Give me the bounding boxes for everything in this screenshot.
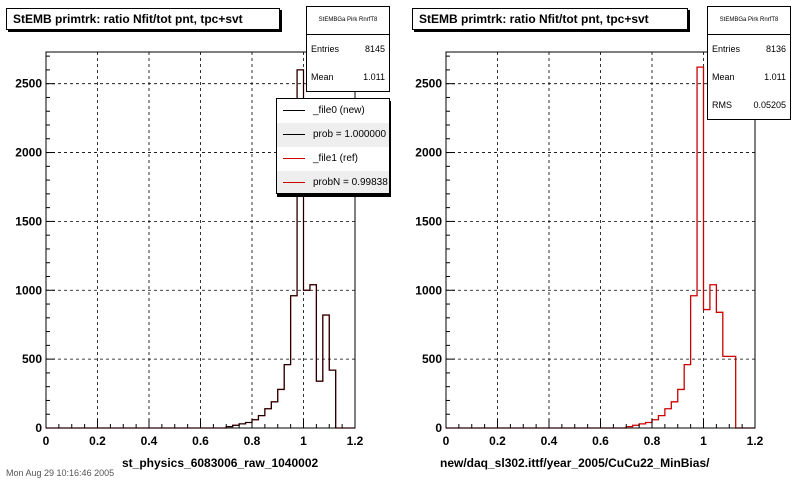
right-stats-rms-row: RMS 0.05205 — [708, 91, 790, 119]
right-xtick-label-6: 1.2 — [747, 434, 764, 448]
left-stats-mean-row: Mean 1.011 — [307, 63, 389, 91]
right-stats-rms-value: 0.05205 — [753, 100, 786, 110]
left-ytick-label-0: 0 — [35, 421, 42, 435]
right-stats-mean-value: 1.011 — [764, 72, 786, 82]
left-xtick-label-5: 1 — [300, 434, 307, 448]
right-ytick-label-2: 1000 — [415, 283, 442, 297]
left-xtick-label-1: 0.2 — [89, 434, 106, 448]
right-stats-entries-value: 8136 — [765, 44, 786, 54]
left-stats-entries-label: Entries — [311, 44, 340, 54]
legend-line-file0 — [283, 110, 305, 111]
legend-entry-probn: probN = 0.99838 — [277, 171, 389, 193]
left-xtick-label-6: 1.2 — [347, 434, 364, 448]
left-histogram-panel: 0 0.2 0.4 0.6 0.8 1 1.2 0 500 1000 1500 2000 2500 St… — [6, 6, 390, 470]
left-stats-mean-label: Mean — [311, 72, 334, 82]
right-ytick-label-3: 1500 — [415, 214, 442, 228]
left-xtick-label-2: 0.4 — [141, 434, 158, 448]
right-xtick-label-3: 0.6 — [592, 434, 609, 448]
left-ytick-label-5: 2500 — [15, 77, 42, 91]
right-xtick-label-4: 0.8 — [644, 434, 661, 448]
legend-label-file0: _file0 (new) — [313, 105, 365, 116]
left-x-axis-title: st_physics_6083006_raw_1040002 — [122, 456, 319, 470]
right-histogram-plot: 0 0.2 0.4 0.6 0.8 1 1.2 0 500 1000 1500 2000 2500 — [415, 51, 764, 448]
left-xtick-label-4: 0.8 — [244, 434, 261, 448]
left-stats-box: StEMBGa Pirk RnrfT8 Entries 8145 Mean 1.… — [306, 6, 390, 92]
legend-label-file1: _file1 (ref) — [313, 153, 359, 164]
right-ytick-label-1: 500 — [422, 352, 442, 366]
right-ytick-label-0: 0 — [435, 421, 442, 435]
left-ytick-label-4: 2000 — [15, 146, 42, 160]
right-xtick-label-1: 0.2 — [489, 434, 506, 448]
left-xtick-label-0: 0 — [43, 434, 50, 448]
right-xtick-label-2: 0.4 — [541, 434, 558, 448]
right-x-axis-title: new/daq_sl302.ittf/year_2005/CuCu22_MinB… — [440, 456, 710, 470]
right-stats-entries-label: Entries — [712, 44, 741, 54]
left-stats-entries-row: Entries 8145 — [307, 35, 389, 63]
right-stats-header: StEMBGa Pirk RnrfT8 — [708, 7, 790, 35]
left-legend: _file0 (new) prob = 1.000000 _file1 (ref… — [276, 98, 390, 194]
left-ytick-label-3: 1500 — [15, 214, 42, 228]
right-chart-title: StEMB primtrk: ratio Nfit/tot pnt, tpc+s… — [412, 8, 688, 30]
left-stats-mean-value: 1.011 — [363, 72, 385, 82]
right-stats-rms-label: RMS — [712, 100, 732, 110]
legend-line-file1 — [283, 158, 305, 159]
right-histogram-panel: 0 0.2 0.4 0.6 0.8 1 1.2 0 500 1000 1500 2000 2500 St… — [400, 0, 800, 480]
right-ytick-label-4: 2000 — [415, 146, 442, 160]
legend-entry-file1: _file1 (ref) — [277, 147, 389, 171]
left-xtick-label-3: 0.6 — [192, 434, 209, 448]
legend-label-prob: prob = 1.000000 — [313, 129, 387, 140]
right-stats-mean-label: Mean — [712, 72, 735, 82]
legend-entry-file0: _file0 (new) — [277, 99, 389, 123]
left-ytick-label-2: 1000 — [15, 283, 42, 297]
right-xtick-label-0: 0 — [443, 434, 450, 448]
left-chart-title: StEMB primtrk: ratio Nfit/tot pnt, tpc+s… — [6, 8, 280, 30]
legend-line-probn — [283, 182, 305, 183]
legend-label-probn: probN = 0.99838 — [313, 177, 388, 188]
legend-entry-prob: prob = 1.000000 — [277, 123, 389, 147]
right-stats-entries-row: Entries 8136 — [708, 35, 790, 63]
left-ytick-label-1: 500 — [22, 352, 42, 366]
right-stats-mean-row: Mean 1.011 — [708, 63, 790, 91]
legend-line-prob — [283, 134, 305, 135]
right-stats-box: StEMBGa Pirk RnrfT8 Entries 8136 Mean 1.… — [707, 6, 791, 120]
timestamp-footer: Mon Aug 29 10:16:46 2005 — [6, 468, 115, 478]
right-ytick-label-5: 2500 — [415, 77, 442, 91]
left-stats-header: StEMBGa Pirk RnrfT8 — [307, 7, 389, 35]
right-xtick-label-5: 1 — [700, 434, 707, 448]
left-stats-entries-value: 8145 — [364, 44, 385, 54]
